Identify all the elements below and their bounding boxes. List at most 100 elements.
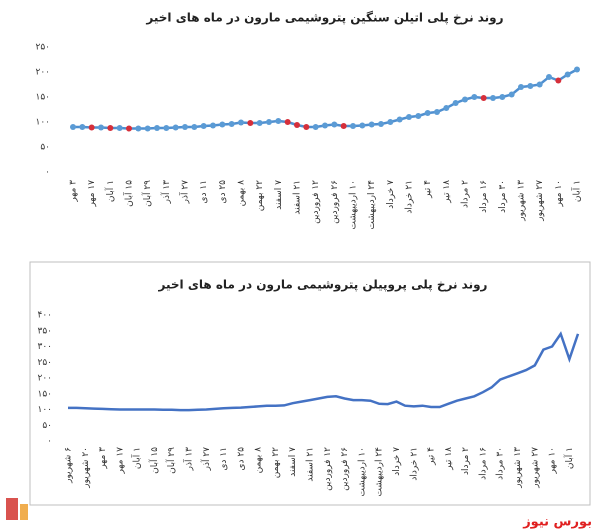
marker [88, 124, 95, 131]
marker [415, 113, 422, 119]
marker [163, 125, 170, 131]
marker [331, 121, 338, 128]
marker [200, 123, 207, 129]
y-tick-label: ۰ [45, 168, 50, 178]
marker [359, 122, 366, 129]
marker [79, 124, 86, 130]
marker [107, 125, 114, 131]
y-tick-label: ۲۰۰ [37, 374, 52, 384]
x-tick-label: ۲ مرداد [461, 180, 471, 208]
marker [574, 66, 580, 73]
marker [126, 125, 132, 132]
x-tick-label: ۱۶ مرداد [478, 447, 488, 480]
x-tick-label: ۸ بهمن [237, 180, 247, 207]
marker [172, 124, 179, 131]
marker [266, 119, 272, 125]
marker [518, 84, 524, 90]
marker [247, 120, 254, 126]
marker [499, 94, 506, 100]
x-tick-label: ۱۱ دی [199, 180, 209, 204]
marker [191, 124, 198, 130]
marker [424, 110, 431, 116]
x-tick-label: ۱۰ اردیبهشت [357, 447, 367, 497]
y-tick-label: ۲۵۰ [35, 43, 50, 53]
x-tick-label: ۲۷ آذر [179, 180, 191, 205]
y-tick-label: ۱۰۰ [37, 405, 52, 415]
x-tick-label: ۱۷ مهر [87, 180, 97, 208]
x-tick-label: ۱۸ تیر [444, 447, 454, 471]
x-tick-label: ۱۳ شهریور [513, 447, 523, 489]
x-tick-label: ۱ آبان [104, 180, 116, 202]
x-tick-label: ۲۱ خرداد [409, 447, 419, 481]
marker [490, 95, 496, 101]
x-tick-label: ۲۱ اسفند [293, 180, 303, 215]
marker [387, 119, 394, 125]
x-tick-label: ۲۴ اردیبهشت [367, 180, 377, 230]
x-tick-label: ۱۲ فروردین [323, 447, 333, 491]
marker [462, 96, 468, 103]
marker [527, 83, 534, 89]
marker [508, 91, 515, 98]
x-tick-label: ۲۶ فروردین [340, 447, 350, 491]
x-tick-label: ۱۰ مهر [548, 447, 558, 474]
marker [294, 122, 300, 128]
marker [564, 71, 571, 78]
logo [6, 498, 28, 520]
x-tick-label: ۷ اسفند [274, 180, 284, 210]
x-tick-label: ۱ آبان [131, 447, 143, 469]
x-tick-label: ۳ مهر [69, 180, 79, 203]
marker [98, 124, 104, 131]
x-tick-label: ۲۷ آذر [200, 447, 212, 472]
x-tick-label: ۱۰ مهر [554, 180, 564, 207]
line [68, 331, 580, 412]
marker [70, 124, 76, 130]
marker [322, 122, 328, 129]
y-tick-label: ۳۵۰ [37, 326, 52, 336]
y-tick-label: ۵۰ [42, 421, 52, 431]
marker [284, 119, 291, 125]
x-tick-label: ۱۸ تیر [442, 180, 452, 204]
x-tick-label: ۳ مهر [98, 447, 108, 470]
marker [228, 121, 235, 127]
footer-brand: بورس نیوز [522, 515, 592, 530]
marker [471, 94, 478, 100]
x-tick-label: ۱۱ دی [219, 447, 229, 471]
x-tick-label: ۲۷ شهریور [530, 447, 540, 489]
x-tick-label: ۴ تیر [427, 447, 437, 466]
marker [480, 95, 487, 101]
y-tick-label: ۱۵۰ [37, 389, 52, 399]
x-tick-label: ۶ شهریور [64, 447, 74, 484]
marker [116, 125, 123, 131]
x-tick-label: ۷ اسفند [288, 447, 298, 477]
y-tick-label: ۱۰۰ [35, 118, 50, 128]
x-tick-label: ۱۵ آبان [123, 180, 135, 207]
x-tick-label: ۱۳ آذر [183, 447, 195, 472]
chart-title: روند نرخ پلی پروپیلن پتروشیمی مارون در م… [158, 278, 488, 293]
x-tick-label: ۲۵ دی [218, 180, 228, 204]
y-tick-label: ۲۵۰ [37, 358, 52, 368]
chart-title: روند نرخ پلی اتیلن سنگین پتروشیمی مارون … [145, 11, 503, 26]
x-tick-label: ۲۲ بهمن [271, 447, 281, 478]
x-tick-label: ۲۲ بهمن [255, 180, 265, 211]
x-tick-label: ۱۲ فروردین [311, 180, 321, 224]
y-tick-label: ۲۰۰ [35, 68, 50, 78]
x-tick-label: ۳۰ مرداد [498, 180, 508, 213]
chart-frame [29, 261, 591, 506]
marker [303, 124, 310, 130]
marker [443, 105, 450, 111]
x-tick-label: ۱۰ اردیبهشت [349, 180, 359, 230]
x-tick-label: ۲۰ شهریور [81, 447, 91, 489]
marker [144, 125, 151, 132]
marker [536, 81, 543, 88]
x-tick-label: ۱۶ مرداد [479, 180, 489, 213]
x-tick-label: ۲۱ اسفند [306, 447, 316, 482]
y-tick-label: ۰ [47, 437, 52, 447]
marker [275, 118, 282, 124]
x-tick-label: ۳۰ مرداد [496, 447, 506, 480]
marker [135, 125, 142, 132]
x-tick-label: ۲۹ آبان [141, 180, 153, 207]
x-tick-label: ۲۹ آبان [165, 447, 177, 474]
y-tick-label: ۴۰۰ [37, 311, 52, 321]
marker [340, 123, 347, 129]
